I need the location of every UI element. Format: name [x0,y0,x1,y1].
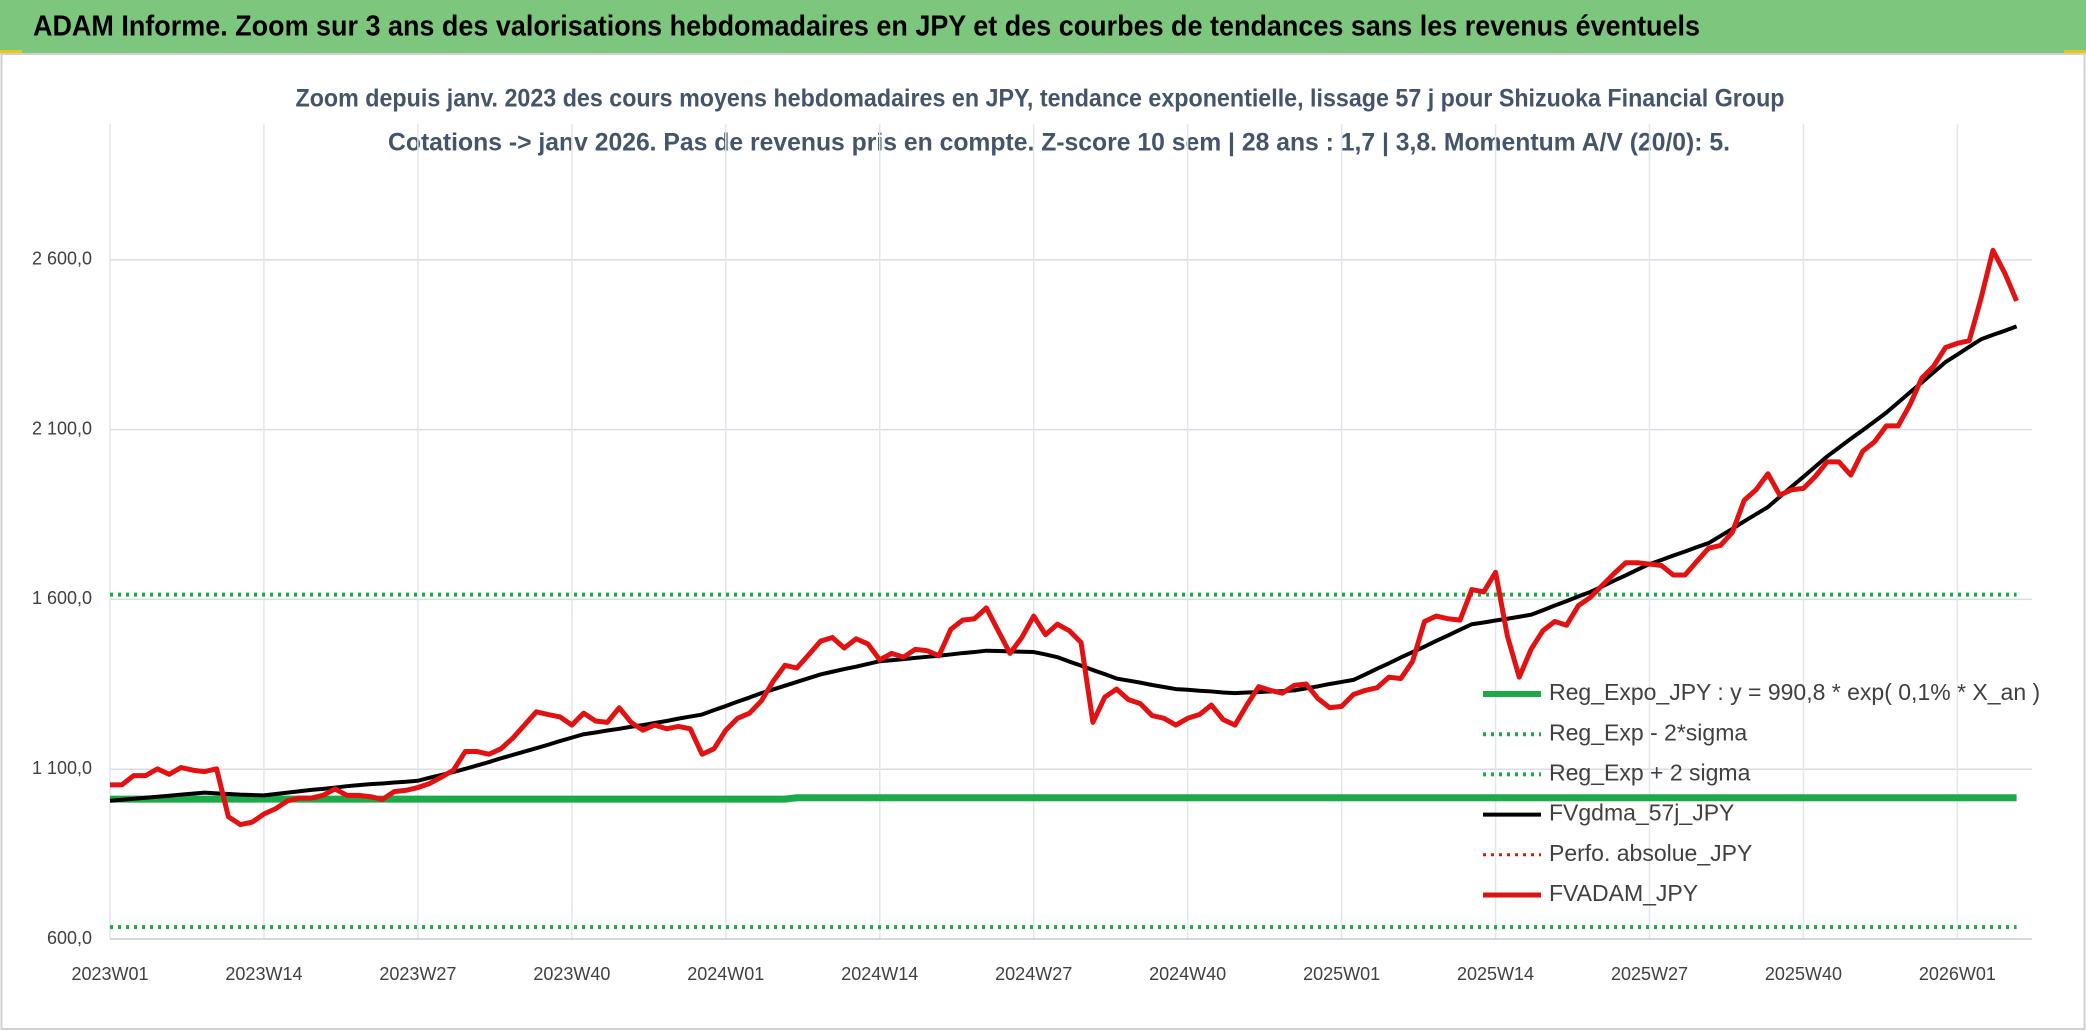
legend-label: Reg_Exp + 2 sigma [1549,759,1751,785]
x-tick-label: 2025W40 [1765,964,1842,984]
legend-label: FVADAM_JPY [1549,880,1698,906]
legend-label: FVgdma_57j_JPY [1549,800,1734,826]
x-tick-label: 2025W27 [1611,964,1688,984]
series-line [110,794,2017,803]
legend-label: Reg_Expo_JPY : y = 990,8 * exp( 0,1% * X… [1549,679,2040,705]
legend: Reg_Expo_JPY : y = 990,8 * exp( 0,1% * X… [1483,679,2040,906]
series-line [109,324,2018,803]
legend-label: Perfo. absolue_JPY [1549,840,1752,866]
x-tick-label: 2024W40 [1149,964,1226,984]
header-bar [0,0,2086,53]
y-tick-label: 1 100,0 [32,758,92,778]
page-title: ADAM Informe. Zoom sur 3 ans des valoris… [33,11,1700,43]
plot-area [109,247,2019,930]
x-tick-label: 2023W27 [379,964,456,984]
x-tick-label: 2026W01 [1919,964,1996,984]
x-tick-label: 2023W01 [71,964,148,984]
y-tick-label: 600,0 [47,928,92,948]
x-tick-label: 2024W01 [687,964,764,984]
grid: 600,0 1 100,0 1 600,0 2 100,0 2 600,0 2023W01… [32,124,2032,984]
chart-title: Zoom depuis janv. 2023 des cours moyens … [296,85,1785,113]
chart-subtitle: Cotations -> janv 2026. Pas de revenus p… [388,129,1730,157]
series-line [110,247,2019,828]
corner-accent [0,50,22,54]
x-tick-label: 2025W01 [1303,964,1380,984]
corner-accent [2064,50,2086,54]
x-tick-label: 2025W14 [1457,964,1534,984]
x-tick-label: 2023W40 [533,964,610,984]
chart-frame [0,53,2086,1030]
y-tick-label: 2 600,0 [32,249,92,269]
x-tick-label: 2024W27 [995,964,1072,984]
y-tick-label: 1 600,0 [32,588,92,608]
y-tick-label: 2 100,0 [32,418,92,438]
x-tick-label: 2024W14 [841,964,918,984]
legend-label: Reg_Exp - 2*sigma [1549,719,1747,745]
x-tick-label: 2023W14 [225,964,302,984]
